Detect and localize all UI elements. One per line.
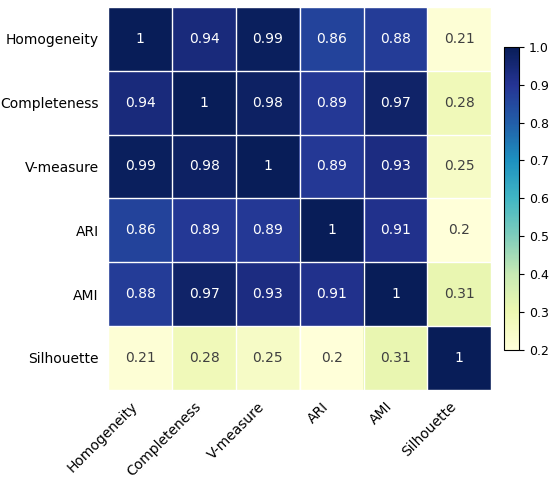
- Text: 0.99: 0.99: [125, 159, 156, 174]
- Text: 0.94: 0.94: [125, 96, 156, 110]
- Text: 0.93: 0.93: [252, 287, 283, 301]
- Text: 1: 1: [391, 287, 400, 301]
- Text: 1: 1: [327, 223, 336, 237]
- Text: 0.88: 0.88: [125, 287, 156, 301]
- Text: 0.2: 0.2: [321, 351, 342, 365]
- Text: 1: 1: [136, 32, 145, 46]
- Text: 0.98: 0.98: [252, 96, 284, 110]
- Text: 0.89: 0.89: [188, 223, 220, 237]
- Text: 0.97: 0.97: [380, 96, 411, 110]
- Text: 0.31: 0.31: [380, 351, 411, 365]
- Text: 1: 1: [200, 96, 208, 110]
- Text: 0.93: 0.93: [380, 159, 411, 174]
- Text: 0.28: 0.28: [444, 96, 475, 110]
- Text: 0.91: 0.91: [380, 223, 411, 237]
- Text: 0.97: 0.97: [188, 287, 220, 301]
- Text: 0.25: 0.25: [252, 351, 283, 365]
- Text: 0.89: 0.89: [252, 223, 284, 237]
- Text: 0.89: 0.89: [316, 159, 347, 174]
- Text: 0.2: 0.2: [448, 223, 470, 237]
- Text: 0.21: 0.21: [125, 351, 156, 365]
- Text: 0.98: 0.98: [188, 159, 220, 174]
- Text: 0.99: 0.99: [252, 32, 284, 46]
- Text: 1: 1: [264, 159, 272, 174]
- Text: 0.86: 0.86: [125, 223, 156, 237]
- Text: 0.89: 0.89: [316, 96, 347, 110]
- Text: 0.25: 0.25: [444, 159, 475, 174]
- Text: 0.86: 0.86: [316, 32, 347, 46]
- Text: 0.21: 0.21: [444, 32, 475, 46]
- Text: 0.94: 0.94: [188, 32, 220, 46]
- Text: 0.28: 0.28: [188, 351, 220, 365]
- Text: 0.31: 0.31: [444, 287, 475, 301]
- Text: 1: 1: [455, 351, 464, 365]
- Text: 0.88: 0.88: [380, 32, 411, 46]
- Text: 0.91: 0.91: [316, 287, 347, 301]
